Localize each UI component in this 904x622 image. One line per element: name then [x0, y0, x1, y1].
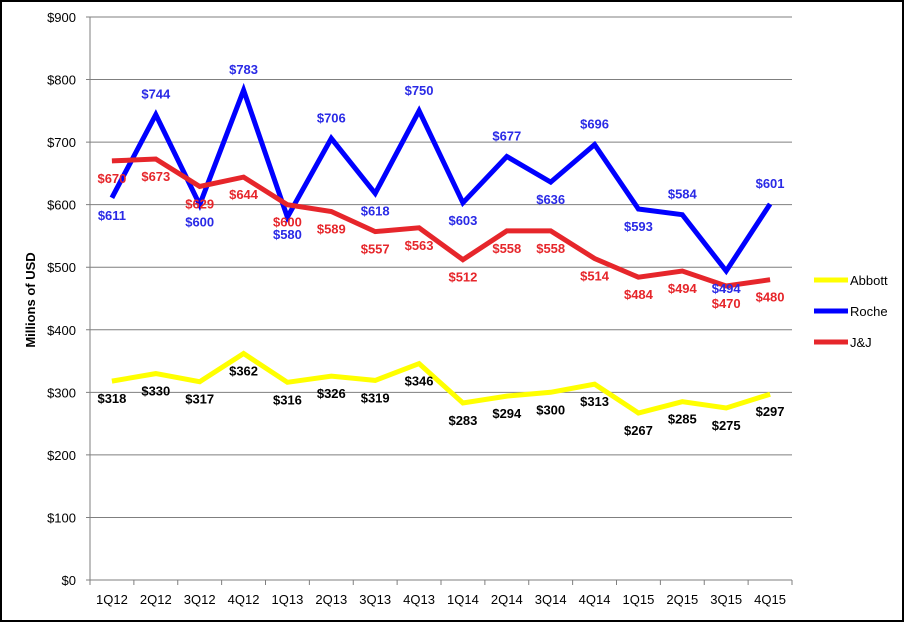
data-label: $362: [229, 364, 258, 379]
data-label: $600: [273, 215, 302, 230]
y-axis-label: Millions of USD: [23, 252, 38, 347]
data-label: $294: [492, 406, 522, 421]
data-label: $313: [580, 394, 609, 409]
data-label: $275: [712, 418, 741, 433]
x-tick-label: 3Q14: [535, 592, 567, 607]
y-tick-label: $700: [47, 135, 76, 150]
x-tick-label: 2Q15: [666, 592, 698, 607]
data-label: $644: [229, 187, 259, 202]
data-label: $494: [712, 281, 742, 296]
x-tick-label: 4Q13: [403, 592, 435, 607]
legend-label: J&J: [850, 335, 872, 350]
x-tick-label: 1Q15: [623, 592, 655, 607]
data-label: $580: [273, 227, 302, 242]
y-tick-label: $400: [47, 323, 76, 338]
y-tick-label: $200: [47, 448, 76, 463]
data-label: $601: [756, 176, 785, 191]
x-tick-label: 1Q12: [96, 592, 128, 607]
y-tick-label: $300: [47, 385, 76, 400]
data-label: $750: [405, 83, 434, 98]
data-labels: $318 $330 $317 $362 $316 $326 $319 $346 $283 $294…: [97, 62, 784, 438]
x-tick-label: 3Q12: [184, 592, 216, 607]
y-tick-label: $900: [47, 10, 76, 25]
data-label: $326: [317, 386, 346, 401]
x-tick-label: 1Q13: [272, 592, 304, 607]
y-tick-label: $500: [47, 260, 76, 275]
data-label: $563: [405, 238, 434, 253]
data-label: $317: [185, 392, 214, 407]
data-label: $319: [361, 390, 390, 405]
data-label: $677: [492, 128, 521, 143]
legend: Abbott Roche J&J: [814, 273, 888, 350]
data-label: $629: [185, 197, 214, 212]
data-label: $514: [580, 268, 610, 283]
data-label: $696: [580, 117, 609, 132]
data-label: $558: [492, 241, 521, 256]
x-tick-label: 2Q13: [315, 592, 347, 607]
data-label: $673: [141, 169, 170, 184]
data-label: $744: [141, 87, 171, 102]
data-label: $316: [273, 392, 302, 407]
data-label: $283: [448, 413, 477, 428]
y-tick-label: $600: [47, 198, 76, 213]
series-lines: [109, 82, 773, 416]
data-label: $470: [712, 296, 741, 311]
data-label: $512: [448, 270, 477, 285]
data-label: $346: [405, 374, 434, 389]
x-tick-label: 1Q14: [447, 592, 479, 607]
data-label: $330: [141, 384, 170, 399]
y-tick-label: $800: [47, 73, 76, 88]
data-label: $558: [536, 241, 565, 256]
series-line-abbott: [111, 350, 771, 416]
data-label: $480: [756, 290, 785, 305]
grid: [86, 16, 792, 581]
data-label: $706: [317, 110, 346, 125]
data-label: $267: [624, 423, 653, 438]
data-label: $783: [229, 62, 258, 77]
series-line-roche: [109, 82, 773, 276]
data-label: $593: [624, 219, 653, 234]
data-label: $300: [536, 402, 565, 417]
data-label: $494: [668, 281, 698, 296]
data-label: $600: [185, 215, 214, 230]
y-tick-label: $100: [47, 510, 76, 525]
x-tick-label: 2Q12: [140, 592, 172, 607]
x-tick-label: 3Q15: [710, 592, 742, 607]
x-tick-label: 4Q15: [754, 592, 786, 607]
data-label: $584: [668, 187, 698, 202]
legend-label: Abbott: [850, 273, 888, 288]
y-tick-label: $0: [62, 573, 76, 588]
data-label: $297: [756, 404, 785, 419]
data-label: $285: [668, 412, 697, 427]
x-tick-label: 2Q14: [491, 592, 523, 607]
data-label: $636: [536, 192, 565, 207]
data-label: $589: [317, 222, 346, 237]
data-label: $670: [97, 171, 126, 186]
data-label: $557: [361, 242, 390, 257]
x-axis-ticks: 1Q12 2Q12 3Q12 4Q12 1Q13 2Q13 3Q13 4Q13 1Q14 2Q14…: [89, 580, 793, 607]
series-line-jj: [111, 156, 771, 289]
data-label: $611: [98, 208, 126, 223]
x-tick-label: 3Q13: [359, 592, 391, 607]
data-label: $603: [448, 213, 477, 228]
data-label: $618: [361, 203, 390, 218]
legend-label: Roche: [850, 304, 888, 319]
x-tick-label: 4Q12: [228, 592, 260, 607]
data-label: $484: [624, 287, 654, 302]
x-tick-label: 4Q14: [579, 592, 611, 607]
y-axis-ticks: $0 $100 $200 $300 $400 $500 $600 $700 $800 $900: [47, 10, 76, 588]
data-label: $318: [97, 391, 126, 406]
